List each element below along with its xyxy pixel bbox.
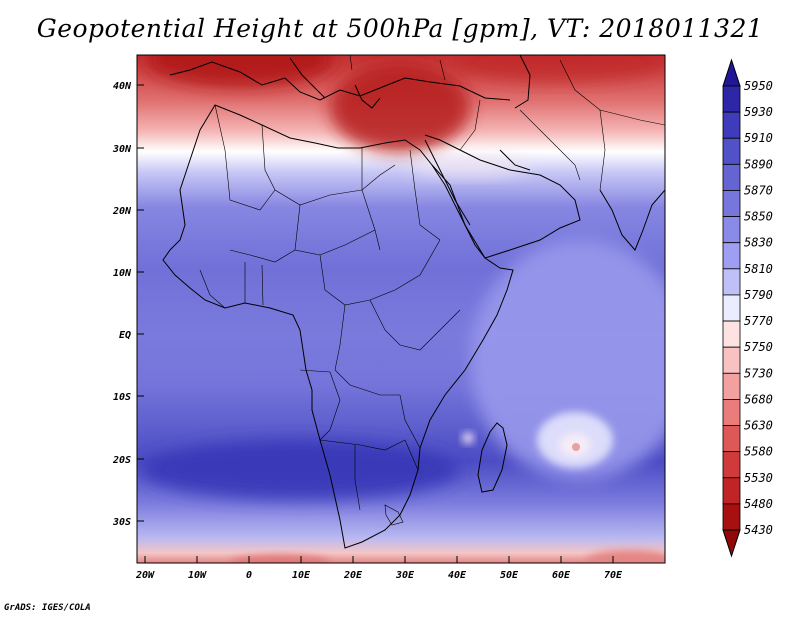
colorbar-segment xyxy=(722,163,741,191)
lon-tick-label: 30E xyxy=(395,570,415,581)
colorbar-segment xyxy=(722,137,741,165)
colorbar-level-label: 5630 xyxy=(744,419,773,433)
lon-tick-label: 20E xyxy=(343,570,363,581)
lat-tick-label: 30N xyxy=(112,144,132,155)
lon-tick-label: 20W xyxy=(135,570,155,581)
colorbar-segment xyxy=(722,346,741,374)
lat-tick-label: 10S xyxy=(113,392,131,403)
colorbar-level-label: 5480 xyxy=(744,497,773,511)
madagascar-coastline xyxy=(477,422,508,493)
arabia-coastline xyxy=(424,134,581,259)
colorbar-segment xyxy=(722,268,741,296)
colorbar-segment xyxy=(722,477,741,505)
colorbar-segment xyxy=(722,294,741,322)
lon-tick-label: 70E xyxy=(604,570,623,581)
lat-tick-label: EQ xyxy=(119,330,131,341)
colorbar-segment xyxy=(722,503,741,531)
colorbar-level-label: 5890 xyxy=(744,157,773,171)
colorbar-level-label: 5790 xyxy=(744,288,773,302)
colorbar-level-label: 5910 xyxy=(744,131,773,145)
lon-tick-label: 60E xyxy=(552,570,571,581)
colorbar-level-label: 5750 xyxy=(744,340,773,354)
colorbar-level-label: 5580 xyxy=(744,445,773,459)
red-sea xyxy=(424,139,471,226)
lat-tick-label: 20S xyxy=(112,455,131,466)
colorbar-level-label: 5950 xyxy=(744,79,773,93)
lon-tick-label: 50E xyxy=(500,570,519,581)
colorbar-min-arrow xyxy=(722,529,741,558)
grads-credit: GrADS: IGES/COLA xyxy=(4,603,91,613)
india-coastline xyxy=(599,189,665,251)
height-field-shading xyxy=(137,55,665,563)
colorbar-segment xyxy=(722,399,741,426)
lat-tick-label: 30S xyxy=(112,517,131,528)
colorbar-segment xyxy=(722,242,741,270)
lon-tick-label: 40E xyxy=(448,570,467,581)
colorbar-segment xyxy=(722,111,741,139)
greece-coastline xyxy=(354,84,381,109)
colorbar-segment xyxy=(722,85,741,113)
colorbar-level-label: 5770 xyxy=(744,314,773,328)
lat-tick-label: 10N xyxy=(113,268,132,279)
colorbar-segment xyxy=(722,451,741,479)
colorbar-segment xyxy=(722,372,741,400)
colorbar-level-label: 5530 xyxy=(744,471,773,485)
colorbar-level-label: 5730 xyxy=(744,366,773,380)
country-borders xyxy=(199,55,665,526)
lon-tick-label: 10E xyxy=(292,570,311,581)
latitude-axis: 40N 30N 20N 10N EQ 10S 20S 30S xyxy=(112,81,144,528)
colorbar-level-label: 5430 xyxy=(744,523,773,537)
lon-tick-label: 0 xyxy=(246,570,252,581)
africa-coastline xyxy=(162,104,514,549)
colorbar-max-arrow xyxy=(722,58,741,87)
colorbar-level-label: 5680 xyxy=(744,392,773,406)
lat-tick-label: 40N xyxy=(113,81,132,92)
colorbar-level-label: 5810 xyxy=(744,262,773,276)
lon-tick-label: 10W xyxy=(188,570,207,581)
persian-gulf xyxy=(499,149,531,171)
colorbar-segment xyxy=(722,216,741,244)
italy-coastline xyxy=(289,57,326,99)
colorbar-level-label: 5930 xyxy=(744,105,773,119)
colorbar: 5950 5930 5910 5890 5870 5850 5830 5810 5790 5770… xyxy=(722,58,773,558)
colorbar-level-label: 5850 xyxy=(744,210,773,224)
colorbar-segment xyxy=(722,190,741,217)
caspian-coastline xyxy=(514,55,531,109)
lat-tick-label: 20N xyxy=(112,206,132,217)
europe-coastline xyxy=(169,61,511,101)
coastlines xyxy=(162,55,665,549)
colorbar-level-label: 5830 xyxy=(744,236,773,250)
plot-frame xyxy=(136,54,666,564)
colorbar-segment xyxy=(722,320,741,348)
longitude-axis: 20W 10W 0 10E 20E 30E 40E 50E 60E 70E xyxy=(135,556,623,581)
map-title: Geopotential Height at 500hPa [gpm], VT:… xyxy=(36,14,764,43)
colorbar-segment xyxy=(722,425,741,453)
colorbar-level-label: 5870 xyxy=(744,183,773,197)
